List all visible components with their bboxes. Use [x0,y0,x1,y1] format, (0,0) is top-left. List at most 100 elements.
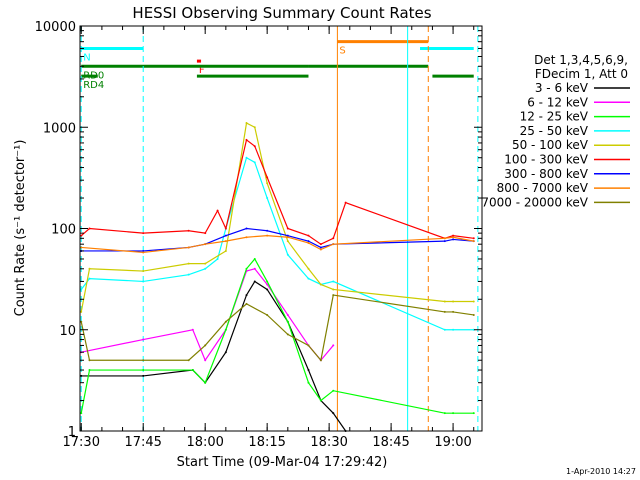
legend-entry-label: 300 - 800 keV [504,167,588,181]
data-point [253,126,256,129]
series-line [81,268,334,362]
data-point [452,300,455,303]
data-point [286,236,289,239]
data-point [88,267,91,270]
legend: Det 1,3,4,5,6,9,FDecim 1, Att 03 - 6 keV… [481,53,630,209]
data-point [286,234,289,237]
data-point [266,288,269,291]
data-point [216,209,219,212]
legend-header: FDecim 1, Att 0 [535,67,628,81]
data-point [472,240,475,243]
y-tick-label: 100 [51,223,76,238]
legend-entry-label: 50 - 100 keV [512,138,589,152]
data-point [204,359,207,362]
data-point [472,237,475,240]
data-point [266,197,269,200]
data-point [142,280,145,283]
data-point [452,236,455,239]
data-point [224,249,227,252]
data-point [204,232,207,235]
data-point [452,310,455,313]
data-point [216,257,219,260]
data-point [452,412,455,415]
data-point [224,320,227,323]
data-point [88,359,91,362]
legend-entry-label: 6 - 12 keV [527,95,589,109]
data-point [307,241,310,244]
data-point [332,237,335,240]
data-point [443,240,446,243]
axes-layer: 17:30 17:45 18:00 18:15 18:30 18:45 19:00 1 10 10… [35,20,482,450]
legend-entry-label: 25 - 50 keV [520,124,589,138]
data-point [266,182,269,185]
data-point [187,359,190,362]
data-point [142,249,145,252]
data-point [286,333,289,336]
data-point [204,243,207,246]
data-point [80,320,83,323]
x-tick-label: 17:30 [63,435,100,450]
data-point [142,359,145,362]
series-line [80,156,474,331]
y-tick-label: 10000 [35,20,76,35]
data-point [332,294,335,297]
data-point [191,369,194,372]
data-point [80,246,83,249]
data-point [204,344,207,347]
data-point [142,338,145,341]
data-point [472,300,475,303]
data-point [332,288,335,291]
data-point [191,328,194,331]
data-point [204,262,207,265]
data-point [80,310,83,313]
data-point [88,277,91,280]
data-point [443,328,446,331]
data-point [319,243,322,246]
x-tick-label: 19:00 [434,435,471,450]
data-point [332,389,335,392]
data-point [224,328,227,331]
data-point [332,412,335,415]
data-point [224,351,227,354]
data-point [286,253,289,256]
data-point [245,156,248,159]
data-point [245,138,248,141]
legend-entry-label: 12 - 25 keV [520,110,589,124]
data-point [344,201,347,204]
data-point [443,300,446,303]
data-point [472,313,475,316]
legend-entry-label: 800 - 7000 keV [497,181,589,195]
data-point [266,234,269,237]
data-point [307,267,310,270]
data-point [286,313,289,316]
data-point [187,229,190,232]
state-bar-label: N [83,52,90,63]
data-point [245,267,248,270]
series-line [80,138,474,245]
data-point [253,161,256,164]
data-point [443,310,446,313]
data-point [142,369,145,372]
chart-title: HESSI Observing Summary Count Rates [132,4,431,22]
data-point [319,399,322,402]
data-point [472,412,475,415]
x-axis-label: Start Time (09-Mar-04 17:29:42) [177,455,388,470]
data-point [253,267,256,270]
series-line [80,122,474,313]
data-point [266,313,269,316]
data-point [224,227,227,230]
data-point [245,122,248,125]
x-tick-label: 17:45 [124,435,161,450]
y-tick-label: 1 [68,425,76,440]
series-layer [80,122,475,432]
data-point [187,273,190,276]
data-point [187,262,190,265]
x-tick-label: 18:15 [248,435,285,450]
data-point [307,240,310,243]
data-point [224,240,227,243]
data-point [452,328,455,331]
data-point [88,369,91,372]
data-point [286,240,289,243]
data-point [307,234,310,237]
